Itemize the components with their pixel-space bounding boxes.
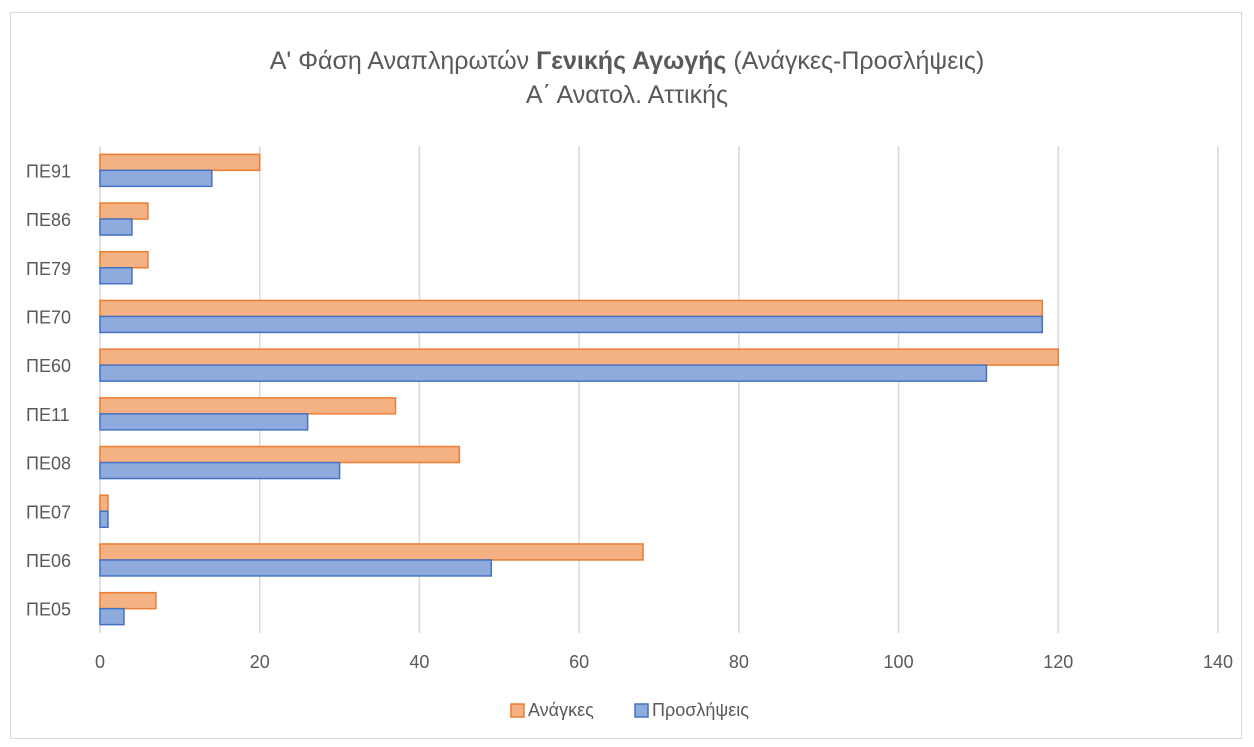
- x-tick-label-100: 100: [884, 652, 914, 672]
- y-tick-label-ΠΕ07: ΠΕ07: [26, 502, 71, 522]
- bar-hires-ΠΕ11: [99, 413, 309, 431]
- y-tick-label-ΠΕ11: ΠΕ11: [26, 405, 70, 425]
- bar-hires-ΠΕ08: [99, 461, 341, 480]
- y-tick-label-ΠΕ91: ΠΕ91: [26, 161, 71, 181]
- x-tick-label-40: 40: [409, 652, 429, 672]
- legend-swatch-hires: [634, 703, 649, 718]
- x-tick-label-80: 80: [729, 652, 749, 672]
- y-tick-label-ΠΕ79: ΠΕ79: [26, 259, 71, 279]
- x-tick-label-140: 140: [1203, 652, 1233, 672]
- bar-needs-ΠΕ08: [99, 445, 461, 464]
- bar-needs-ΠΕ70: [99, 299, 1044, 318]
- x-tick-label-20: 20: [250, 652, 270, 672]
- bar-needs-ΠΕ06: [99, 543, 644, 561]
- y-tick-label-ΠΕ60: ΠΕ60: [26, 356, 71, 376]
- bar-needs-ΠΕ79: [99, 251, 149, 269]
- x-tick-label-120: 120: [1043, 652, 1073, 672]
- y-tick-label-ΠΕ08: ΠΕ08: [26, 454, 71, 474]
- title-bold-part: Γενικής Αγωγής: [536, 47, 727, 75]
- bar-needs-ΠΕ60: [99, 348, 1060, 366]
- chart-title: Α' Φάση Αναπληρωτών Γενικής Αγωγής (Ανάγ…: [0, 44, 1254, 112]
- chart-title-line-2: Α΄ Ανατολ. Αττικής: [525, 81, 729, 109]
- legend-label-needs: Ανάγκες: [528, 700, 594, 720]
- x-tick-label-60: 60: [569, 652, 589, 672]
- bar-hires-ΠΕ86: [99, 218, 133, 236]
- bars: [99, 153, 1060, 626]
- y-tick-label-ΠΕ06: ΠΕ06: [26, 551, 71, 571]
- bar-hires-ΠΕ70: [99, 315, 1044, 334]
- y-tick-label-ΠΕ70: ΠΕ70: [26, 307, 71, 327]
- bar-needs-ΠΕ07: [99, 494, 109, 512]
- legend-swatch-needs: [510, 703, 525, 718]
- bar-needs-ΠΕ11: [99, 397, 397, 415]
- bar-hires-ΠΕ79: [99, 267, 133, 285]
- axis-ticks: 0 20 40 60 80 100 120 140 ΠΕ05 ΠΕ06 ΠΕ07 ΠΕ08 ΠΕ11 ΠΕ…: [26, 161, 1233, 672]
- x-tick-label-0: 0: [95, 652, 105, 672]
- bar-hires-ΠΕ91: [99, 169, 213, 188]
- bar-needs-ΠΕ91: [99, 153, 261, 172]
- bar-hires-ΠΕ07: [99, 510, 109, 528]
- bar-needs-ΠΕ86: [99, 202, 149, 220]
- y-tick-label-ΠΕ86: ΠΕ86: [26, 210, 71, 230]
- bar-hires-ΠΕ60: [99, 364, 988, 382]
- title-part-2: (Ανάγκες-Προσλήψεις): [726, 47, 985, 75]
- bar-needs-ΠΕ05: [99, 591, 157, 610]
- legend-label-hires: Προσλήψεις: [652, 700, 749, 720]
- bar-hires-ΠΕ06: [99, 559, 493, 577]
- chart-title-line-1: Α' Φάση Αναπληρωτών Γενικής Αγωγής (Ανάγ…: [0, 44, 1254, 78]
- bar-hires-ΠΕ05: [99, 607, 125, 626]
- y-tick-label-ΠΕ05: ΠΕ05: [26, 600, 71, 620]
- legend: Ανάγκες Προσλήψεις: [510, 700, 749, 720]
- title-part-1: Α' Φάση Αναπληρωτών: [269, 47, 537, 75]
